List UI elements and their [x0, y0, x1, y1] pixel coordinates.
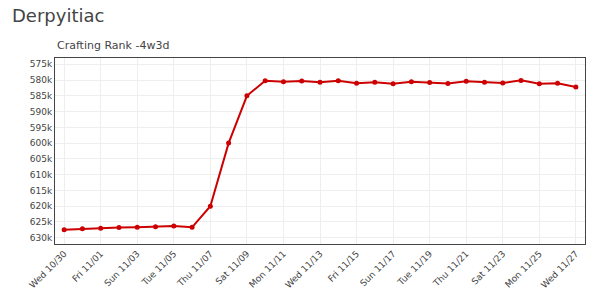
svg-text:Sun 11/03: Sun 11/03: [102, 249, 142, 289]
svg-text:Fri 11/15: Fri 11/15: [326, 249, 361, 284]
svg-text:620k: 620k: [30, 201, 53, 211]
svg-text:Sat 11/23: Sat 11/23: [469, 249, 507, 287]
svg-text:615k: 615k: [30, 186, 53, 196]
svg-text:Wed 11/13: Wed 11/13: [283, 249, 324, 290]
svg-text:610k: 610k: [30, 170, 53, 180]
svg-text:Sat 11/09: Sat 11/09: [214, 249, 252, 287]
svg-text:575k: 575k: [30, 59, 53, 69]
svg-text:Wed 10/30: Wed 10/30: [27, 249, 69, 291]
svg-text:625k: 625k: [30, 217, 53, 227]
svg-text:Derpyitiac: Derpyitiac: [12, 5, 104, 26]
svg-text:Wed 11/27: Wed 11/27: [539, 249, 580, 290]
svg-text:Tue 11/19: Tue 11/19: [395, 249, 434, 288]
svg-text:Sun 11/17: Sun 11/17: [358, 249, 398, 289]
svg-text:600k: 600k: [30, 138, 53, 148]
svg-text:Mon 11/25: Mon 11/25: [503, 249, 544, 290]
svg-text:630k: 630k: [30, 233, 53, 243]
svg-text:585k: 585k: [30, 91, 53, 101]
svg-text:Crafting Rank -4w3d: Crafting Rank -4w3d: [57, 39, 169, 52]
svg-text:Tue 11/05: Tue 11/05: [139, 249, 178, 288]
svg-text:605k: 605k: [30, 154, 53, 164]
svg-text:Mon 11/11: Mon 11/11: [247, 249, 288, 290]
svg-text:Thu 11/07: Thu 11/07: [175, 249, 215, 289]
svg-text:580k: 580k: [30, 75, 53, 85]
svg-text:590k: 590k: [30, 107, 53, 117]
svg-text:Fri 11/01: Fri 11/01: [70, 249, 105, 284]
svg-text:595k: 595k: [30, 123, 53, 133]
svg-text:Thu 11/21: Thu 11/21: [431, 249, 471, 289]
